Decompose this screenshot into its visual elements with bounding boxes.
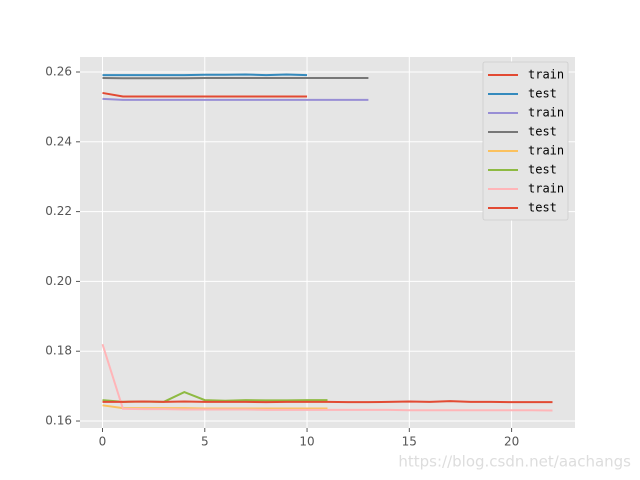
x-tick-label: 10 — [299, 435, 314, 449]
x-tick-label: 15 — [402, 435, 417, 449]
watermark: https://blog.csdn.net/aachangs — [398, 453, 631, 471]
y-tick-label: 0.26 — [45, 65, 72, 79]
x-tick-label: 20 — [504, 435, 519, 449]
x-tick-label: 5 — [201, 435, 209, 449]
legend-label: test — [528, 163, 557, 177]
series-line — [102, 91, 308, 98]
legend-box — [482, 61, 569, 221]
series-line — [102, 97, 369, 101]
y-tick-label: 0.24 — [45, 134, 72, 148]
legend-label: test — [528, 125, 557, 139]
axes: 0 5 10 15 20 0.16 0.18 0.20 0.22 0.24 0.26 — [45, 65, 519, 449]
legend-label: train — [528, 182, 564, 196]
legend-label: test — [528, 87, 557, 101]
legend-label: train — [528, 106, 564, 120]
x-tick-label: 0 — [99, 435, 107, 449]
series-line — [102, 73, 308, 77]
legend-label: train — [528, 68, 564, 82]
y-tick-label: 0.22 — [45, 204, 72, 218]
series-line — [101, 343, 553, 412]
legend-label: train — [528, 144, 564, 158]
y-tick-label: 0.18 — [45, 344, 72, 358]
y-tick-label: 0.20 — [45, 274, 72, 288]
legend: train test train test train test train test — [488, 68, 564, 215]
y-tick-label: 0.16 — [45, 414, 72, 428]
lines — [101, 73, 553, 412]
series-line — [102, 400, 553, 404]
legend-label: test — [528, 201, 557, 215]
